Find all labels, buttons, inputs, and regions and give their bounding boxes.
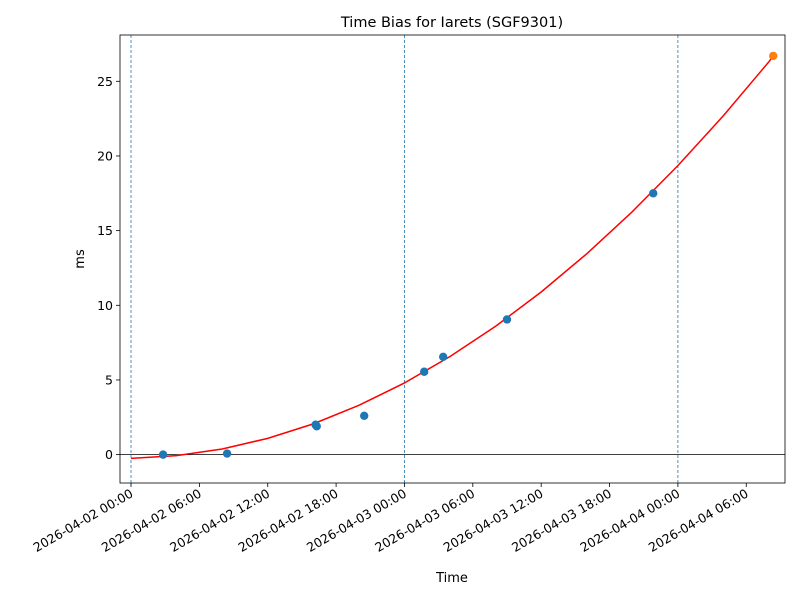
y-tick-label: 20 bbox=[97, 148, 113, 163]
y-tick-label: 15 bbox=[97, 223, 113, 238]
y-tick-label: 10 bbox=[97, 298, 113, 313]
data-point bbox=[222, 449, 232, 458]
data-point bbox=[649, 189, 658, 198]
data-point bbox=[438, 352, 448, 362]
y-tick-label: 5 bbox=[105, 372, 113, 387]
data-point bbox=[420, 367, 429, 376]
chart-title: Time Bias for Iarets (SGF9301) bbox=[340, 15, 563, 31]
x-axis-label: Time bbox=[435, 571, 468, 586]
data-point bbox=[312, 422, 321, 431]
data-point bbox=[769, 51, 778, 61]
data-point bbox=[360, 411, 369, 420]
y-tick-label: 25 bbox=[97, 74, 113, 89]
data-point bbox=[502, 315, 512, 324]
plot-frame bbox=[119, 34, 786, 484]
data-point bbox=[158, 450, 168, 459]
y-axis-label: ms bbox=[73, 249, 88, 269]
y-tick-label: 0 bbox=[105, 447, 113, 462]
fit-line bbox=[130, 55, 775, 460]
